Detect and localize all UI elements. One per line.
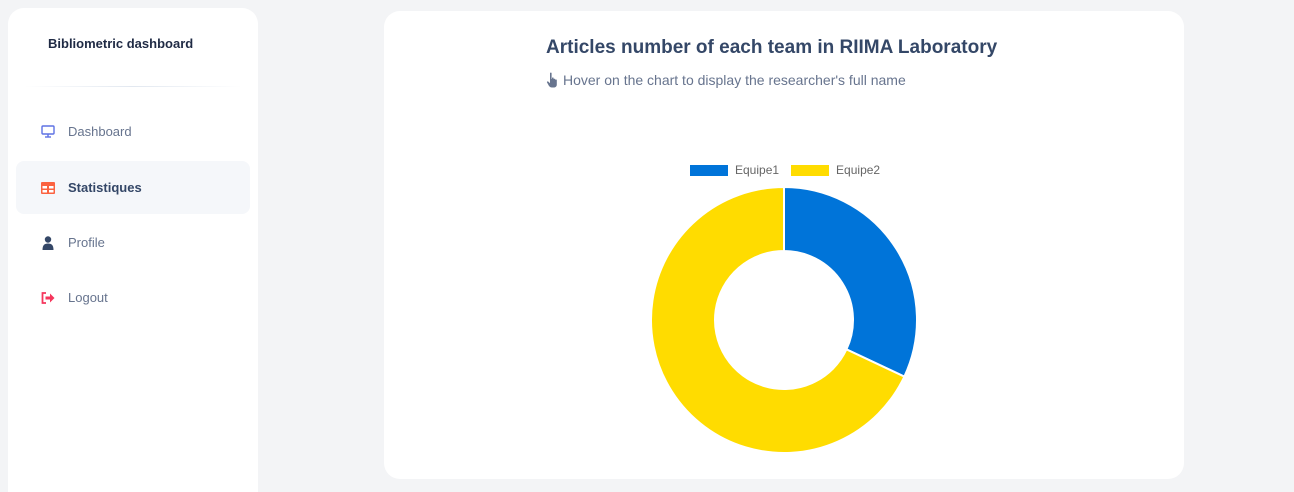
sidebar-item-statistiques[interactable]: Statistiques: [16, 161, 250, 214]
sidebar-divider: [24, 86, 242, 87]
doughnut-chart[interactable]: [646, 183, 922, 473]
legend-label: Equipe1: [735, 163, 780, 177]
chart-card: Articles number of each team in RIIMA La…: [384, 11, 1184, 479]
table-icon: [40, 180, 56, 196]
doughnut-slice-equipe2[interactable]: [650, 185, 906, 454]
sidebar-item-logout[interactable]: Logout: [16, 271, 250, 324]
chart-subtitle: Hover on the chart to display the resear…: [546, 72, 906, 88]
sidebar-item-label: Statistiques: [68, 180, 142, 195]
monitor-icon: [40, 124, 56, 140]
legend-item-equipe2[interactable]: Equipe2: [791, 163, 880, 177]
sidebar-item-label: Logout: [68, 290, 108, 305]
legend-swatch: [791, 164, 830, 176]
legend-item-equipe1[interactable]: Equipe1: [690, 163, 779, 177]
chart-title: Articles number of each team in RIIMA La…: [546, 37, 998, 58]
brand-title[interactable]: Bibliometric dashboard: [48, 36, 194, 51]
doughnut-slice-equipe1[interactable]: [783, 185, 918, 378]
sidebar-item-label: Dashboard: [68, 124, 132, 139]
user-icon: [40, 235, 56, 251]
logout-icon: [40, 290, 56, 306]
chart-subtitle-text: Hover on the chart to display the resear…: [563, 72, 906, 88]
pointing-hand-icon: [546, 72, 560, 88]
chart-legend: Equipe1 Equipe2: [690, 163, 892, 177]
legend-swatch: [690, 164, 728, 176]
sidebar-item-dashboard[interactable]: Dashboard: [16, 105, 250, 158]
sidebar-item-label: Profile: [68, 235, 105, 250]
sidebar-item-profile[interactable]: Profile: [16, 216, 250, 269]
legend-label: Equipe2: [836, 163, 881, 177]
sidebar: Bibliometric dashboard Dashboard Statist…: [8, 8, 258, 492]
